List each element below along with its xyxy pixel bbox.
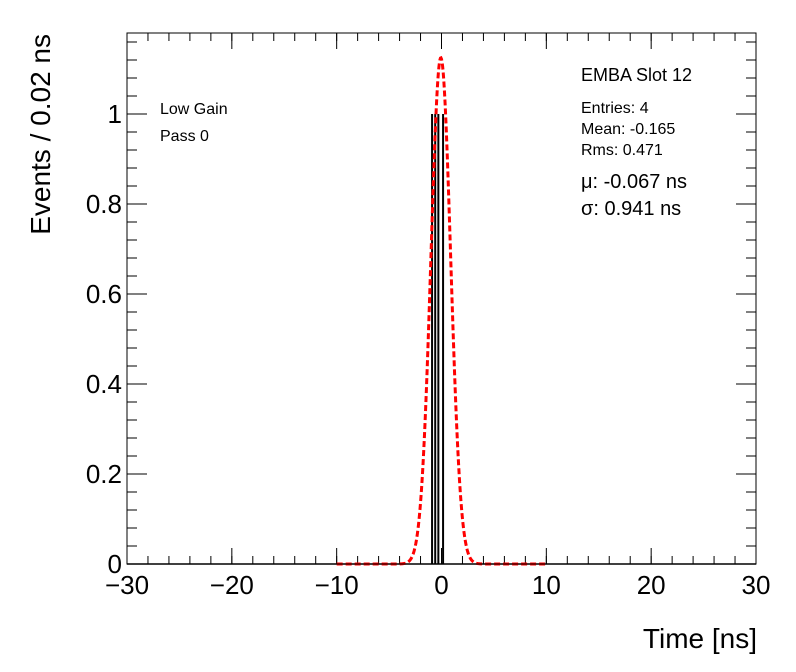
y-tick-label: 1 (108, 99, 122, 129)
x-tick-label: 30 (742, 570, 771, 600)
x-tick-label: −20 (210, 570, 254, 600)
x-tick-label: −30 (105, 570, 149, 600)
plot-frame (126, 32, 757, 565)
x-tick-label: 10 (532, 570, 561, 600)
x-tick-label: 20 (637, 570, 666, 600)
gain-label: Low Gain (160, 101, 228, 118)
stats-title: EMBA Slot 12 (581, 65, 692, 85)
y-tick-labels: 0 0.2 0.4 0.6 0.8 1 (86, 99, 122, 579)
stats-mu: μ: -0.067 ns (581, 171, 687, 193)
y-tick-label: 0.2 (86, 459, 122, 489)
fit-curve-group (336, 55, 547, 566)
y-tick-label: 0 (108, 549, 122, 579)
x-axis-label: Time [ns] (643, 623, 757, 654)
y-tick-label: 0.4 (86, 369, 122, 399)
y-tick-label: 0.8 (86, 189, 122, 219)
stats-entries: Entries: 4 (581, 100, 649, 117)
pass-label: Pass 0 (160, 128, 209, 145)
stats-mean: Mean: -0.165 (581, 121, 675, 138)
x-tick-label: 0 (434, 570, 448, 600)
stats-rms: Rms: 0.471 (581, 142, 663, 159)
stats-sigma: σ: 0.941 ns (581, 198, 681, 220)
x-tick-label: −10 (315, 570, 359, 600)
x-tick-labels: −30 −20 −10 0 10 20 30 (105, 570, 771, 600)
y-tick-label: 0.6 (86, 279, 122, 309)
fit-curve (336, 55, 547, 566)
y-axis-label: Events / 0.02 ns (25, 34, 56, 235)
